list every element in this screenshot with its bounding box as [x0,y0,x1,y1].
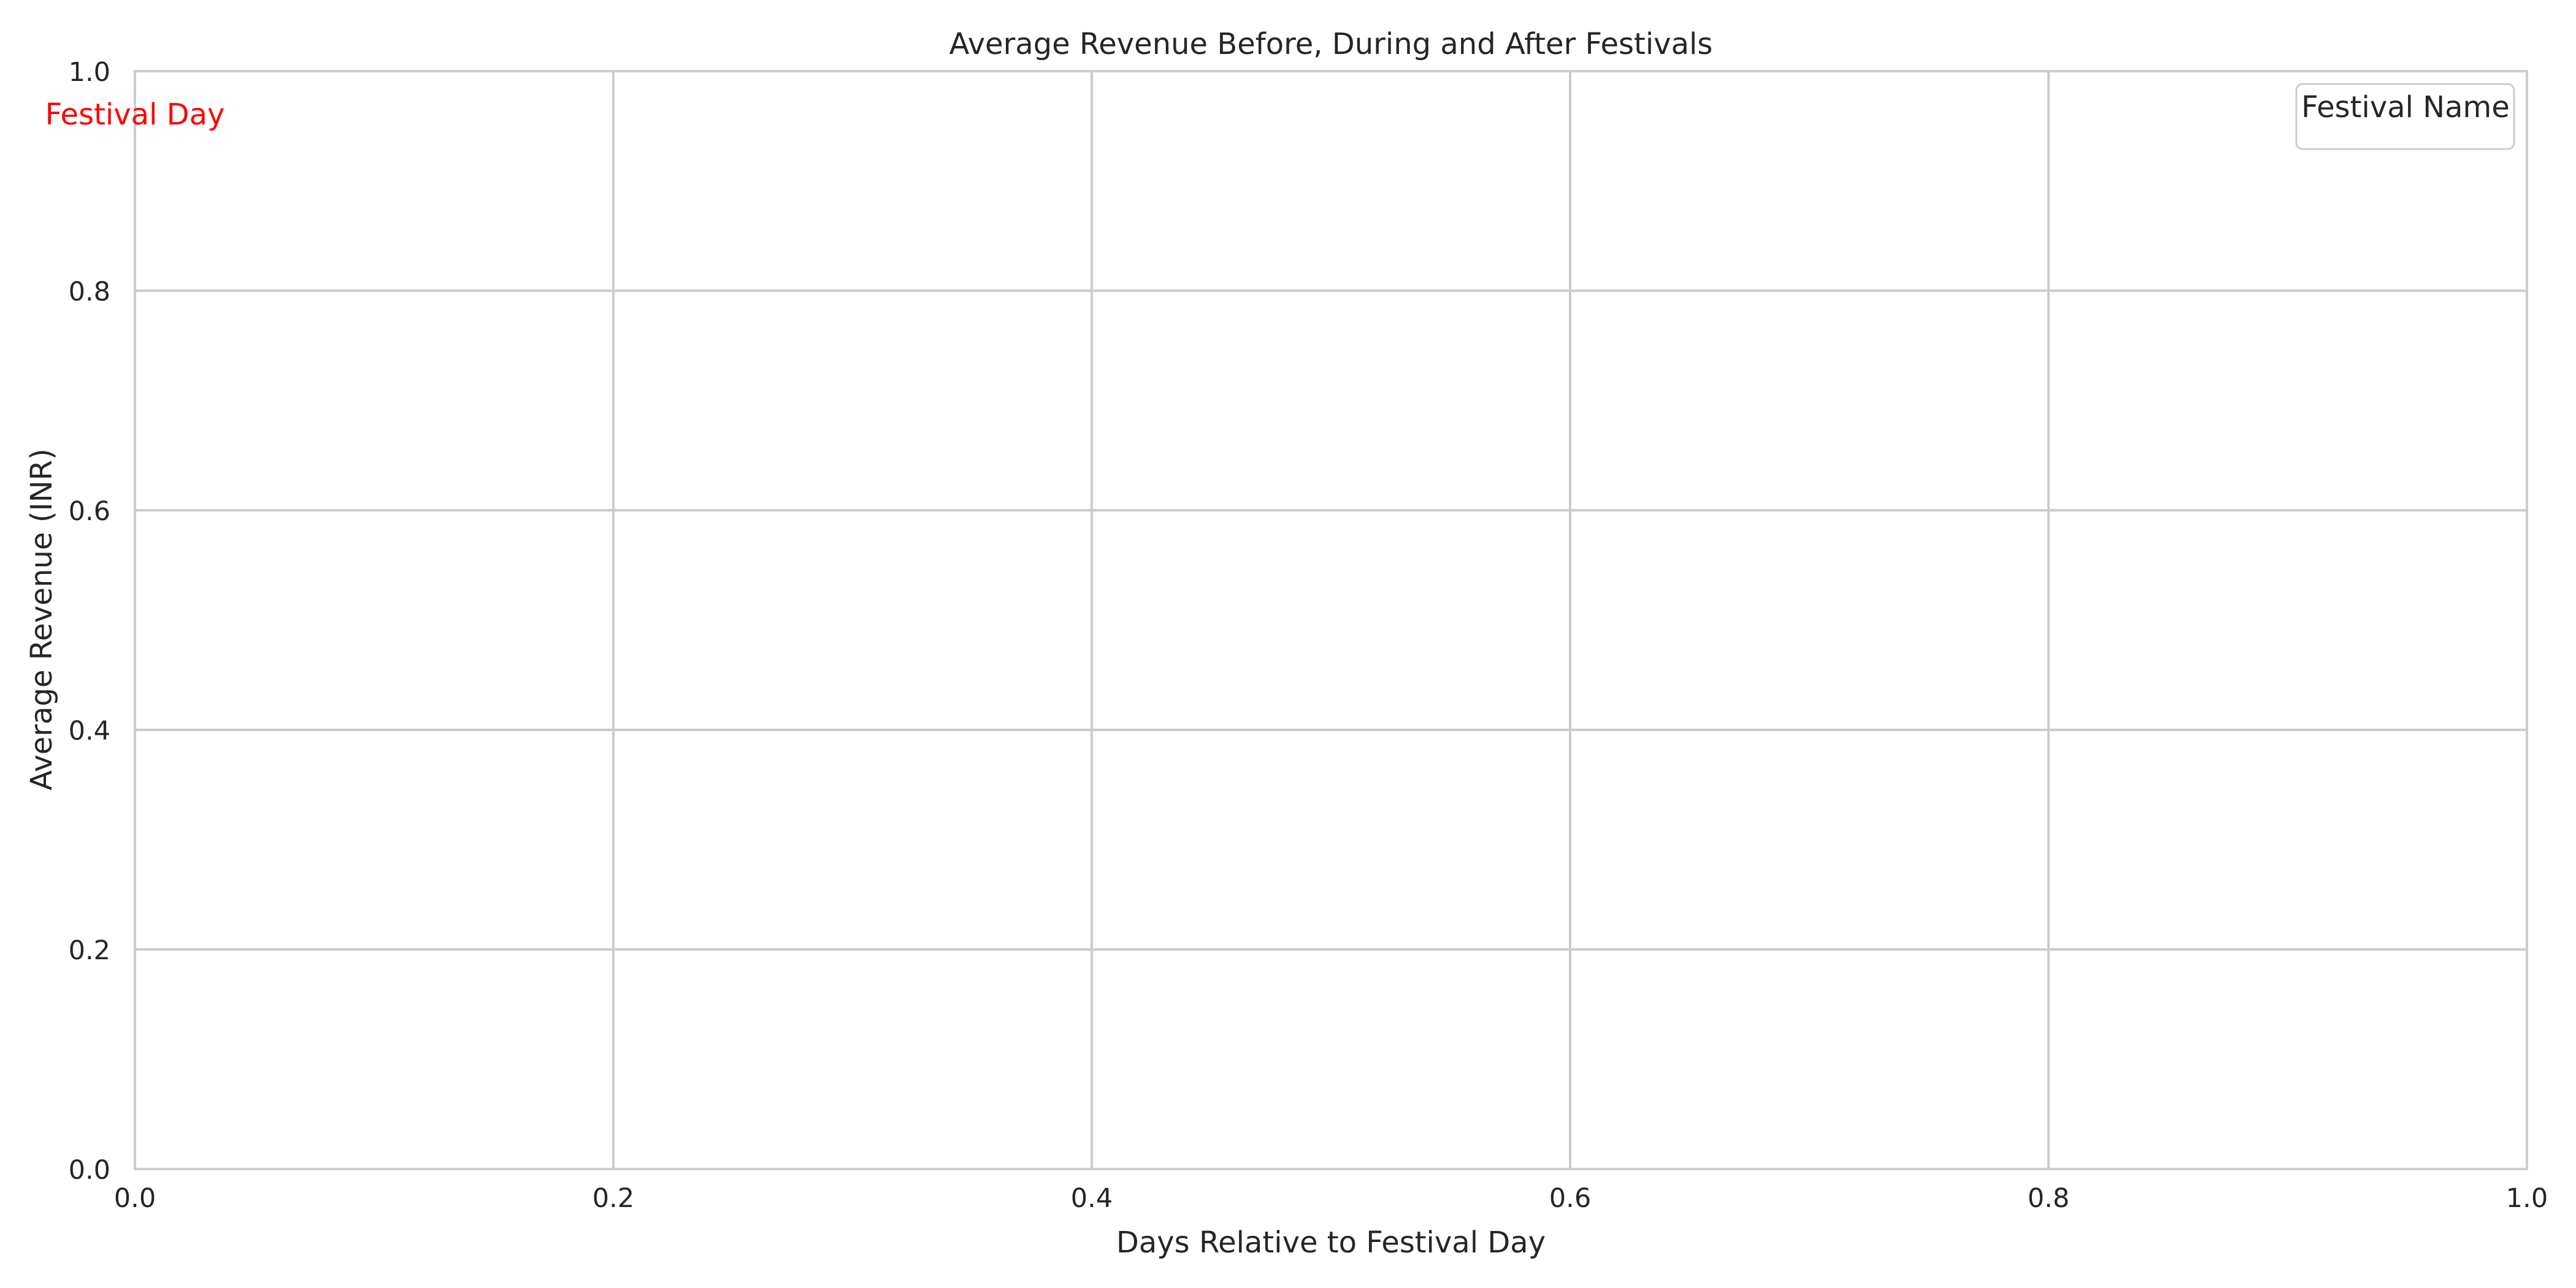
festival-day-annotation: Festival Day [45,98,225,132]
plot-frame [134,70,2528,1170]
x-tick-label: 0.2 [592,1183,634,1214]
legend: Festival Name [2295,83,2515,150]
x-tick-label: 1.0 [2506,1183,2548,1214]
y-tick-label: 0.8 [69,277,110,307]
y-tick-label: 0.6 [69,496,110,527]
x-tick-label: 0.6 [1549,1183,1591,1214]
y-tick-labels: 0.0 0.2 0.4 0.6 0.8 1.0 [69,57,110,1186]
x-tick-label: 0.0 [114,1183,156,1214]
y-tick-label: 0.2 [69,935,110,966]
chart-title: Average Revenue Before, During and After… [949,27,1713,61]
x-tick-labels: 0.0 0.2 0.4 0.6 0.8 1.0 [114,1183,2548,1214]
legend-title: Festival Name [2301,90,2510,125]
y-tick-label: 0.4 [69,716,110,746]
plot-background [135,71,2527,1169]
x-tick-label: 0.4 [1071,1183,1113,1214]
legend-box [2295,83,2515,150]
x-axis-label: Days Relative to Festival Day [1116,1225,1546,1260]
x-tick-label: 0.8 [2028,1183,2069,1214]
y-tick-label: 1.0 [69,57,110,88]
y-tick-label: 0.0 [69,1155,110,1186]
y-axis-label: Average Revenue (INR) [25,448,59,791]
